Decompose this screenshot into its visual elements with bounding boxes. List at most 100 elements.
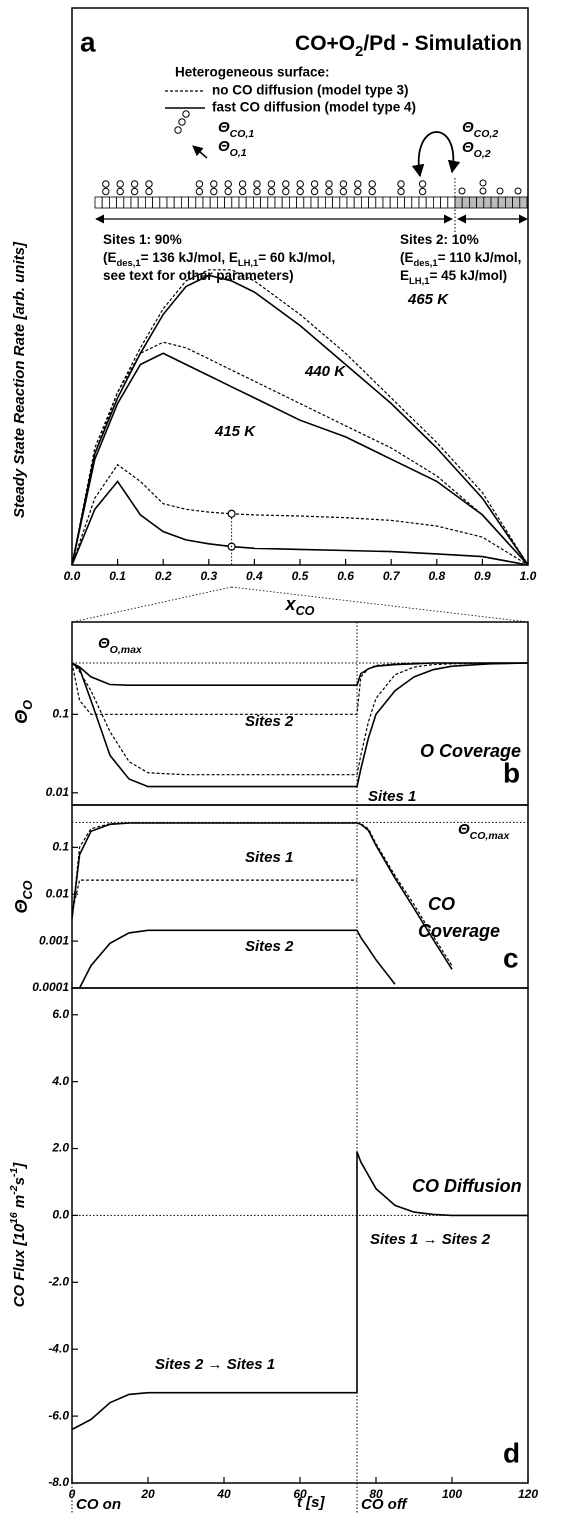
- surface-site: [346, 196, 355, 209]
- surface-site: [490, 196, 499, 209]
- surface-site: [130, 196, 139, 209]
- surface-site: [288, 196, 297, 209]
- surface-site: [101, 196, 110, 209]
- data-line: [71, 269, 529, 566]
- y-axis-label: Steady State Reaction Rate [arb. units]: [11, 241, 28, 518]
- surface-site: [260, 196, 269, 209]
- x-tick-label: 40: [216, 1487, 231, 1501]
- adsorbate: [397, 180, 405, 188]
- diagram-heading: Heterogeneous surface:: [175, 65, 330, 80]
- adsorbate: [238, 187, 247, 196]
- surface-site: [137, 196, 146, 209]
- surface-site: [332, 196, 341, 209]
- max-label-part: Θ: [458, 821, 470, 838]
- x-axis-label: t [s]: [297, 1494, 326, 1511]
- adsorbate: [130, 180, 139, 188]
- desorbing-molecule: [182, 110, 190, 118]
- event-label: CO on: [76, 1496, 121, 1513]
- surface-site: [396, 196, 405, 209]
- adsorbate: [368, 180, 376, 188]
- adsorbate: [296, 187, 304, 196]
- adsorbate: [145, 180, 153, 188]
- surface-site: [267, 196, 276, 209]
- surface-site: [389, 196, 398, 209]
- surface-site: [216, 196, 225, 209]
- adsorbate: [418, 180, 427, 188]
- legend-label: fast CO diffusion (model type 4): [212, 100, 416, 115]
- chart-title-part: /Pd - Simulation: [363, 32, 522, 55]
- data-line: [78, 929, 396, 989]
- surface-site: [152, 196, 161, 209]
- desorbing-molecule: [174, 126, 182, 134]
- point-marker: [227, 509, 236, 518]
- adsorbate: [253, 187, 261, 196]
- adsorbate: [224, 187, 232, 196]
- x-tick-label: 1.0: [520, 569, 537, 583]
- adsorbate: [310, 180, 319, 188]
- sites-text-part: = 45 kJ/mol): [429, 268, 507, 283]
- max-label-part: Θ: [98, 635, 110, 652]
- y-tick-label: 0.1: [52, 707, 69, 721]
- y-tick-label: 6.0: [52, 1007, 69, 1021]
- surface-site: [418, 196, 427, 209]
- surface-site: [497, 196, 506, 209]
- data-line: [71, 879, 357, 914]
- chart-title: CO+O2/Pd - Simulation: [295, 32, 522, 60]
- panel-label: a: [80, 26, 96, 57]
- adsorbate: [224, 180, 232, 188]
- surface-site: [159, 196, 168, 209]
- theta-label: ΘCO,1: [218, 119, 254, 140]
- surface-site: [483, 196, 492, 209]
- sites-text: (Edes,1= 136 kJ/mol, ELH,1= 60 kJ/mol,: [103, 250, 335, 269]
- sites-text-part: des,1: [117, 258, 141, 269]
- x-tick-label: 0.6: [337, 569, 354, 583]
- max-label: ΘO,max: [98, 635, 143, 656]
- annotation: CO Diffusion: [412, 1176, 522, 1196]
- y-tick-label: -2.0: [48, 1274, 69, 1288]
- max-label: ΘCO,max: [458, 821, 511, 842]
- y-tick-label: 0.1: [52, 840, 69, 854]
- theta-label-part: Θ: [462, 119, 474, 136]
- x-tick-label: 0.5: [292, 569, 309, 583]
- surface-site: [209, 196, 218, 209]
- y-axis-label: CO Flux [1016 m-2s-1]: [8, 1162, 28, 1308]
- surface-site: [476, 196, 485, 209]
- adsorbate: [368, 187, 376, 196]
- sites-text: Sites 2: 10%: [400, 232, 479, 247]
- x-tick-label: 80: [369, 1487, 383, 1501]
- surface-site: [238, 196, 247, 209]
- annotation: 415 K: [214, 423, 256, 440]
- surface-site: [94, 196, 103, 209]
- x-tick-label: 0.7: [383, 569, 401, 583]
- surface-site: [324, 196, 333, 209]
- surface-site: [224, 196, 233, 209]
- y-axis-label-part: -2: [8, 1185, 20, 1194]
- adsorbate: [310, 187, 319, 196]
- data-line: [71, 662, 528, 686]
- y-axis-label-part: CO Flux [10: [11, 1223, 28, 1307]
- y-tick-label: 0.0001: [32, 980, 69, 994]
- theta-label-part: Θ: [462, 139, 474, 156]
- surface-site: [245, 196, 254, 209]
- legend-label: no CO diffusion (model type 3): [212, 83, 409, 98]
- surface-site: [353, 196, 362, 209]
- arrow: [411, 131, 461, 178]
- surface-site: [281, 196, 290, 209]
- adsorbate: [116, 180, 124, 188]
- y-tick-label: 2.0: [51, 1141, 69, 1155]
- data-line: [71, 822, 453, 970]
- surface-site: [116, 196, 125, 209]
- surface-site: [195, 196, 204, 209]
- x-tick-label: 100: [442, 1487, 462, 1501]
- annotation: Sites 2: [245, 938, 294, 955]
- surface-site: [252, 196, 261, 209]
- theta-label-part: O,1: [230, 147, 247, 159]
- surface-site: [432, 196, 441, 209]
- surface-site: [173, 196, 182, 209]
- y-axis-label-part: s: [11, 1177, 28, 1185]
- x-axis-label: xCO: [285, 594, 315, 619]
- sites-text: Sites 1: 90%: [103, 232, 182, 247]
- annotation: Sites 2 → Sites 1: [155, 1356, 275, 1373]
- annotation: 465 K: [407, 291, 449, 308]
